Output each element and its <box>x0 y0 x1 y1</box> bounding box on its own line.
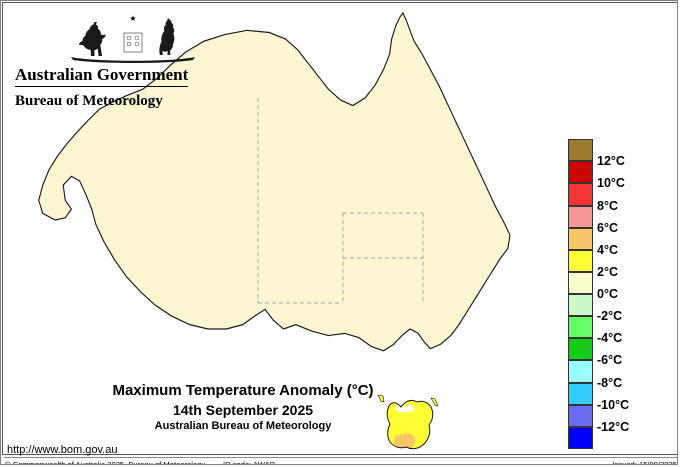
svg-text:★: ★ <box>129 14 136 23</box>
